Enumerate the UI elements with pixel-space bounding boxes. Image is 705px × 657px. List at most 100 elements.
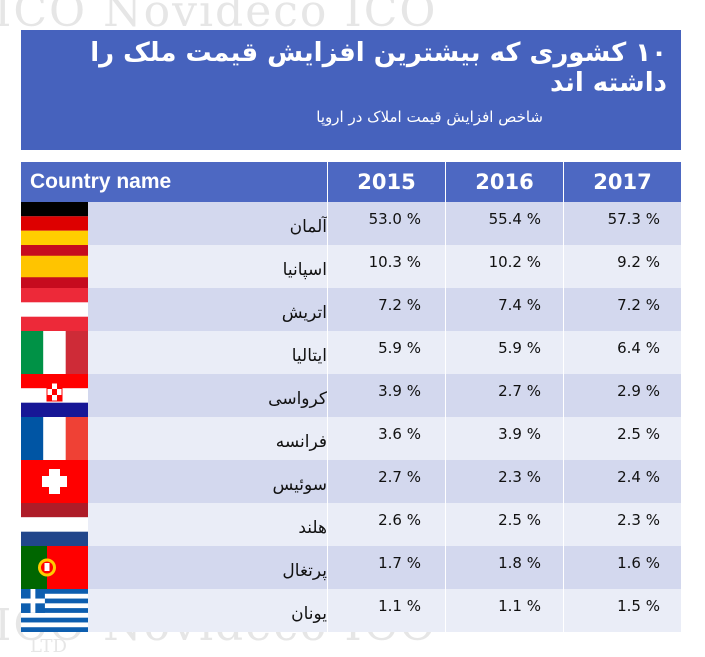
greece-flag-icon: [21, 589, 88, 632]
value-2016: 1.1 %: [498, 597, 541, 615]
table-row: هلند 2.6 % 2.5 % 2.3 %: [21, 503, 681, 546]
cell-divider: [445, 546, 446, 589]
page-title: ۱۰ کشوری که بیشترین افزایش قیمت ملک را د…: [90, 38, 667, 98]
value-2017: 2.3 %: [617, 511, 660, 529]
italy-flag-icon: [21, 331, 88, 374]
table-header: Country name 2015 2016 2017: [21, 162, 681, 202]
cell-divider: [563, 589, 564, 632]
column-header-2016: 2016: [475, 170, 534, 194]
value-2016: 55.4 %: [488, 210, 541, 228]
table-body: آلمان 53.0 % 55.4 % 57.3 % اسپانیا 10.3 % 10.2…: [21, 202, 681, 632]
value-2017: 57.3 %: [607, 210, 660, 228]
column-header-2015: 2015: [357, 170, 416, 194]
country-name: اتریش: [281, 303, 327, 323]
country-name: یونان: [291, 604, 327, 624]
value-2017: 9.2 %: [617, 253, 660, 271]
table-row: آلمان 53.0 % 55.4 % 57.3 %: [21, 202, 681, 245]
value-2017: 2.9 %: [617, 382, 660, 400]
portugal-flag-icon: [21, 546, 88, 589]
value-2015: 1.7 %: [378, 554, 421, 572]
cell-divider: [445, 589, 446, 632]
value-2015: 7.2 %: [378, 296, 421, 314]
value-2016: 2.3 %: [498, 468, 541, 486]
table-row: یونان 1.1 % 1.1 % 1.5 %: [21, 589, 681, 632]
cell-divider: [327, 417, 328, 460]
france-flag-icon: [21, 417, 88, 460]
table-row: ایتالیا 5.9 % 5.9 % 6.4 %: [21, 331, 681, 374]
cell-divider: [327, 503, 328, 546]
table-row: فرانسه 3.6 % 3.9 % 2.5 %: [21, 417, 681, 460]
cell-divider: [327, 331, 328, 374]
austria-flag-icon: [21, 288, 88, 331]
table-row: کرواسی 3.9 % 2.7 % 2.9 %: [21, 374, 681, 417]
value-2016: 3.9 %: [498, 425, 541, 443]
cell-divider: [563, 202, 564, 245]
country-name: هلند: [298, 518, 327, 538]
page-subtitle: شاخص افزایش قیمت املاک در اروپا: [316, 108, 543, 126]
value-2016: 7.4 %: [498, 296, 541, 314]
cell-divider: [327, 546, 328, 589]
value-2016: 10.2 %: [488, 253, 541, 271]
table-row: اسپانیا 10.3 % 10.2 % 9.2 %: [21, 245, 681, 288]
table-row: سوئیس 2.7 % 2.3 % 2.4 %: [21, 460, 681, 503]
value-2017: 7.2 %: [617, 296, 660, 314]
column-divider: [327, 162, 328, 202]
cell-divider: [445, 417, 446, 460]
value-2015: 2.6 %: [378, 511, 421, 529]
cell-divider: [563, 460, 564, 503]
cell-divider: [327, 245, 328, 288]
title-banner: ۱۰ کشوری که بیشترین افزایش قیمت ملک را د…: [21, 30, 681, 150]
country-name: فرانسه: [275, 432, 327, 452]
column-header-country: Country name: [30, 170, 172, 193]
column-divider: [445, 162, 446, 202]
cell-divider: [563, 288, 564, 331]
value-2017: 6.4 %: [617, 339, 660, 357]
spain-flag-icon: [21, 245, 88, 288]
cell-divider: [445, 288, 446, 331]
column-divider: [563, 162, 564, 202]
value-2017: 1.6 %: [617, 554, 660, 572]
value-2016: 2.5 %: [498, 511, 541, 529]
cell-divider: [563, 331, 564, 374]
table-row: پرتغال 1.7 % 1.8 % 1.6 %: [21, 546, 681, 589]
cell-divider: [445, 374, 446, 417]
cell-divider: [563, 374, 564, 417]
country-name: پرتغال: [282, 561, 327, 581]
cell-divider: [445, 460, 446, 503]
country-name: سوئیس: [272, 475, 327, 495]
cell-divider: [445, 503, 446, 546]
table-row: اتریش 7.2 % 7.4 % 7.2 %: [21, 288, 681, 331]
country-name: آلمان: [289, 217, 327, 237]
cell-divider: [327, 589, 328, 632]
value-2015: 53.0 %: [368, 210, 421, 228]
value-2015: 3.9 %: [378, 382, 421, 400]
watermark-ltd: LTD: [30, 636, 67, 657]
value-2015: 3.6 %: [378, 425, 421, 443]
value-2016: 2.7 %: [498, 382, 541, 400]
value-2016: 1.8 %: [498, 554, 541, 572]
value-2015: 5.9 %: [378, 339, 421, 357]
cell-divider: [445, 331, 446, 374]
cell-divider: [563, 417, 564, 460]
cell-divider: [327, 374, 328, 417]
value-2016: 5.9 %: [498, 339, 541, 357]
value-2015: 1.1 %: [378, 597, 421, 615]
cell-divider: [563, 503, 564, 546]
cell-divider: [327, 460, 328, 503]
cell-divider: [563, 245, 564, 288]
value-2015: 2.7 %: [378, 468, 421, 486]
netherlands-flag-icon: [21, 503, 88, 546]
germany-flag-icon: [21, 202, 88, 245]
croatia-flag-icon: [21, 374, 88, 417]
column-header-2017: 2017: [593, 170, 652, 194]
value-2017: 2.5 %: [617, 425, 660, 443]
cell-divider: [327, 288, 328, 331]
country-name: ایتالیا: [291, 346, 327, 366]
value-2017: 1.5 %: [617, 597, 660, 615]
country-name: کرواسی: [268, 389, 327, 409]
cell-divider: [445, 245, 446, 288]
cell-divider: [327, 202, 328, 245]
value-2015: 10.3 %: [368, 253, 421, 271]
country-name: اسپانیا: [282, 260, 327, 280]
switzerland-flag-icon: [21, 460, 88, 503]
